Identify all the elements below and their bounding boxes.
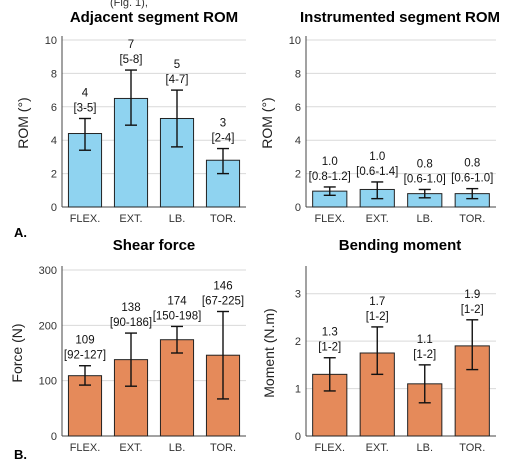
data-label-range: [1-2] <box>366 311 389 323</box>
x-tick-label: LB. <box>169 442 186 454</box>
x-tick-label: EXT. <box>366 213 389 225</box>
data-label-range: [0.6-1.0] <box>451 173 493 185</box>
data-label-range: [1-2] <box>318 342 341 354</box>
x-tick-label: FLEX. <box>314 442 345 454</box>
y-tick-label: 2 <box>51 169 57 181</box>
chart-title: Instrumented segment ROM <box>300 9 500 26</box>
data-label-median: 1.9 <box>464 289 480 301</box>
data-label-range: [3-5] <box>73 102 96 114</box>
data-label-range: [2-4] <box>211 133 234 145</box>
top-caption-fragment: (Fig. 1), <box>110 0 148 9</box>
data-label-range: [0.8-1.2] <box>309 171 351 183</box>
data-label-median: 0.8 <box>417 158 433 170</box>
data-label-range: [5-8] <box>119 54 142 66</box>
data-label-median: 1.1 <box>417 334 433 346</box>
panel-label-a: A. <box>14 225 27 240</box>
data-label-range: [92-127] <box>64 350 106 362</box>
chart-instrumented-rom: Instrumented segment ROM 0 2 4 6 8 10 ROM (°) 1.… <box>259 9 500 225</box>
data-label-median: 146 <box>213 281 232 293</box>
data-label-median: 4 <box>82 87 89 99</box>
y-tick-label: 0 <box>295 202 301 214</box>
data-label-median: 138 <box>121 302 140 314</box>
y-tick-label: 6 <box>51 102 57 114</box>
data-label-median: 7 <box>128 39 134 51</box>
x-tick-label: EXT. <box>119 442 142 454</box>
data-label-range: [0.6-1.4] <box>356 166 398 178</box>
y-tick-label: 300 <box>39 265 57 277</box>
chart-title: Adjacent segment ROM <box>70 9 238 26</box>
data-label-range: [150-198] <box>153 310 202 322</box>
x-tick-label: TOR. <box>210 442 236 454</box>
bar <box>159 339 195 437</box>
y-tick-label: 2 <box>295 169 301 181</box>
y-tick-label: 3 <box>295 289 301 301</box>
data-label-range: [67-225] <box>202 296 244 308</box>
y-tick-label: 200 <box>39 320 57 332</box>
data-label-median: 1.3 <box>322 327 338 339</box>
y-tick-label: 10 <box>45 35 57 47</box>
y-tick-label: 6 <box>295 102 301 114</box>
y-tick-label: 0 <box>51 431 57 443</box>
data-label-range: [1-2] <box>413 349 436 361</box>
y-axis-label: ROM (°) <box>15 97 31 148</box>
data-label-median: 1.0 <box>369 151 385 163</box>
data-label-median: 1.0 <box>322 156 338 168</box>
data-label-range: [4-7] <box>165 74 188 86</box>
data-label-median: 0.8 <box>464 158 480 170</box>
data-label-median: 109 <box>75 335 94 347</box>
y-axis-label: ROM (°) <box>259 97 275 148</box>
y-tick-label: 10 <box>289 35 301 47</box>
panel-label-b: B. <box>14 447 27 461</box>
x-tick-label: EXT. <box>119 213 142 225</box>
y-tick-label: 4 <box>295 135 301 147</box>
x-tick-label: LB. <box>416 213 433 225</box>
x-tick-label: LB. <box>169 213 186 225</box>
x-tick-label: FLEX. <box>70 213 101 225</box>
data-label-median: 3 <box>220 118 226 130</box>
data-label-median: 5 <box>174 59 180 71</box>
y-tick-label: 8 <box>295 68 301 80</box>
chart-shear-force: Shear force 0 100 200 300 Force (N) 109 [92-127… <box>9 237 246 454</box>
y-tick-label: 0 <box>295 431 301 443</box>
x-tick-label: EXT. <box>366 442 389 454</box>
y-tick-label: 2 <box>295 336 301 348</box>
y-tick-label: 4 <box>51 135 57 147</box>
x-tick-label: TOR. <box>210 213 236 225</box>
data-label-range: [1-2] <box>461 304 484 316</box>
y-axis-label: Force (N) <box>9 323 25 382</box>
chart-title: Bending moment <box>339 237 462 254</box>
y-tick-label: 1 <box>295 384 301 396</box>
x-tick-label: LB. <box>416 442 433 454</box>
x-tick-label: TOR. <box>459 213 485 225</box>
y-axis-label: Moment (N.m) <box>261 308 277 397</box>
data-label-median: 1.7 <box>369 296 385 308</box>
chart-bending-moment: Bending moment 0 1 2 3 Moment (N.m) 1.3 [1-2] FL… <box>261 237 496 454</box>
data-label-range: [90-186] <box>110 317 152 329</box>
x-tick-label: FLEX. <box>314 213 345 225</box>
y-tick-label: 100 <box>39 376 57 388</box>
data-label-median: 174 <box>167 295 187 307</box>
data-label-range: [0.6-1.0] <box>404 173 446 185</box>
x-tick-label: FLEX. <box>70 442 101 454</box>
y-tick-label: 8 <box>51 68 57 80</box>
y-tick-label: 0 <box>51 202 57 214</box>
chart-title: Shear force <box>113 237 196 254</box>
chart-adjacent-rom: Adjacent segment ROM 0 2 4 6 8 10 ROM (°) 4 [3-5]… <box>15 9 246 225</box>
x-tick-label: TOR. <box>459 442 485 454</box>
